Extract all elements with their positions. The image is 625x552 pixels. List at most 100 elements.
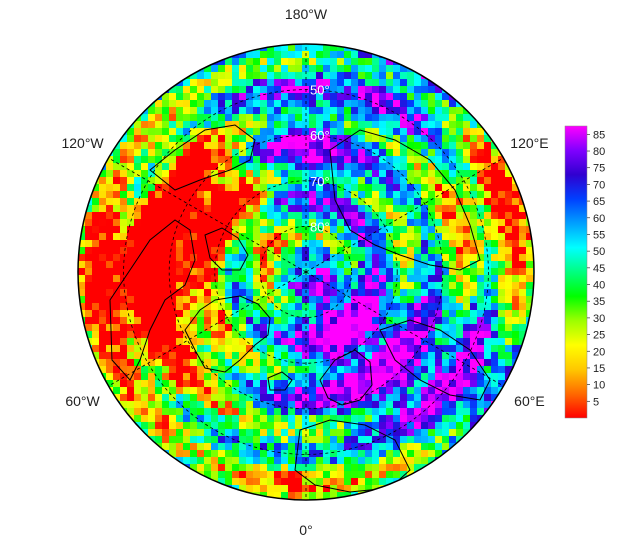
field-cell bbox=[176, 464, 184, 472]
field-cell bbox=[365, 471, 373, 479]
colorbar-tick-label: 70 bbox=[593, 179, 605, 191]
field-cell bbox=[274, 415, 282, 423]
field-cell bbox=[218, 135, 226, 143]
field-cell bbox=[449, 373, 457, 381]
field-cell bbox=[358, 219, 366, 227]
field-cell bbox=[442, 345, 450, 353]
field-cell bbox=[337, 387, 345, 395]
field-cell bbox=[239, 226, 247, 234]
field-cell bbox=[295, 114, 303, 122]
field-cell bbox=[309, 170, 317, 178]
field-cell bbox=[365, 79, 373, 87]
field-cell bbox=[435, 338, 443, 346]
field-cell bbox=[204, 366, 212, 374]
field-cell bbox=[106, 345, 114, 353]
field-cell bbox=[470, 331, 478, 339]
field-cell bbox=[281, 247, 289, 255]
field-cell bbox=[190, 345, 198, 353]
field-cell bbox=[498, 317, 506, 325]
field-cell bbox=[365, 387, 373, 395]
field-cell bbox=[316, 478, 324, 486]
field-cell bbox=[484, 338, 492, 346]
field-cell bbox=[288, 303, 296, 311]
field-cell bbox=[372, 310, 380, 318]
field-cell bbox=[113, 345, 121, 353]
field-cell bbox=[302, 380, 310, 388]
field-cell bbox=[526, 331, 534, 339]
field-cell bbox=[533, 226, 534, 234]
field-cell bbox=[120, 310, 128, 318]
field-cell bbox=[281, 324, 289, 332]
field-cell bbox=[190, 114, 198, 122]
field-cell bbox=[246, 471, 254, 479]
field-cell bbox=[456, 135, 464, 143]
field-cell bbox=[99, 219, 107, 227]
field-cell bbox=[463, 240, 471, 248]
field-cell bbox=[190, 233, 198, 241]
field-cell bbox=[253, 233, 261, 241]
field-cell bbox=[512, 303, 520, 311]
field-cell bbox=[337, 296, 345, 304]
field-cell bbox=[197, 450, 205, 458]
field-cell bbox=[190, 373, 198, 381]
field-cell bbox=[141, 198, 149, 206]
field-cell bbox=[274, 79, 282, 87]
field-cell bbox=[435, 100, 443, 108]
field-cell bbox=[449, 128, 457, 136]
field-cell bbox=[512, 184, 520, 192]
field-cell bbox=[225, 373, 233, 381]
field-cell bbox=[365, 429, 373, 437]
field-cell bbox=[316, 485, 324, 493]
field-cell bbox=[85, 226, 93, 234]
field-cell bbox=[232, 247, 240, 255]
field-cell bbox=[386, 149, 394, 157]
field-cell bbox=[267, 394, 275, 402]
field-cell bbox=[155, 352, 163, 360]
field-cell bbox=[400, 429, 408, 437]
field-cell bbox=[330, 254, 338, 262]
field-cell bbox=[155, 338, 163, 346]
field-cell bbox=[204, 387, 212, 395]
field-cell bbox=[442, 443, 450, 451]
field-cell bbox=[512, 163, 520, 171]
field-cell bbox=[302, 149, 310, 157]
field-cell bbox=[267, 443, 275, 451]
field-cell bbox=[407, 177, 415, 185]
field-cell bbox=[337, 317, 345, 325]
field-cell bbox=[148, 429, 156, 437]
field-cell bbox=[267, 450, 275, 458]
field-cell bbox=[295, 380, 303, 388]
field-cell bbox=[330, 121, 338, 129]
field-cell bbox=[267, 478, 275, 486]
field-cell bbox=[148, 114, 156, 122]
field-cell bbox=[456, 184, 464, 192]
field-cell bbox=[260, 254, 268, 262]
field-cell bbox=[393, 86, 401, 94]
field-cell bbox=[218, 156, 226, 164]
field-cell bbox=[351, 352, 359, 360]
field-cell bbox=[505, 254, 513, 262]
field-cell bbox=[435, 450, 443, 458]
field-cell bbox=[92, 352, 100, 360]
field-cell bbox=[204, 65, 212, 73]
field-cell bbox=[218, 72, 226, 80]
field-cell bbox=[351, 233, 359, 241]
field-cell bbox=[162, 254, 170, 262]
field-cell bbox=[330, 422, 338, 430]
field-cell bbox=[484, 212, 492, 220]
field-cell bbox=[393, 135, 401, 143]
field-cell bbox=[239, 317, 247, 325]
field-cell bbox=[435, 415, 443, 423]
field-cell bbox=[260, 464, 268, 472]
field-cell bbox=[218, 275, 226, 283]
field-cell bbox=[344, 380, 352, 388]
field-cell bbox=[260, 471, 268, 479]
field-cell bbox=[505, 226, 513, 234]
field-cell bbox=[253, 226, 261, 234]
field-cell bbox=[176, 149, 184, 157]
field-cell bbox=[316, 156, 324, 164]
field-cell bbox=[421, 275, 429, 283]
field-cell bbox=[253, 184, 261, 192]
field-cell bbox=[253, 331, 261, 339]
field-cell bbox=[99, 324, 107, 332]
